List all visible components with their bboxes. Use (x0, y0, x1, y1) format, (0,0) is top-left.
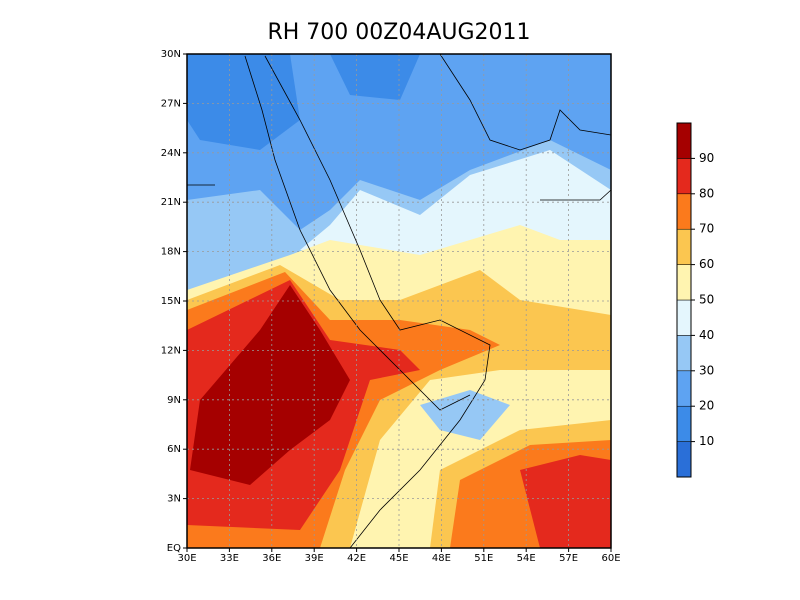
field-region (520, 455, 611, 548)
colorbar-swatch (676, 335, 692, 372)
colorbar-swatch (676, 228, 692, 265)
y-tick-label: 15N (161, 296, 181, 307)
y-tick-label: 24N (161, 148, 181, 159)
y-tick-label: 30N (161, 49, 181, 60)
rh-field (187, 54, 611, 548)
colorbar-label: 20 (699, 399, 714, 413)
x-tick-label: 30E (177, 553, 196, 564)
x-tick-label: 57E (559, 553, 578, 564)
x-tick-label: 39E (305, 553, 324, 564)
colorbar-label: 80 (699, 186, 714, 200)
x-tick-label: 33E (220, 553, 239, 564)
x-tick-label: 54E (517, 553, 536, 564)
colorbar-swatch (676, 158, 692, 195)
colorbar-label: 40 (699, 328, 714, 342)
y-tick-label: EQ (167, 543, 181, 554)
y-tick-label: 27N (161, 98, 181, 109)
x-tick-label: 51E (474, 553, 493, 564)
field-region (190, 285, 350, 485)
x-tick-label: 36E (262, 553, 281, 564)
y-tick-label: 6N (167, 444, 181, 455)
colorbar-swatch (676, 441, 692, 478)
x-tick-label: 42E (347, 553, 366, 564)
colorbar-label: 50 (699, 293, 714, 307)
y-tick-label: 9N (167, 395, 181, 406)
coastline (187, 54, 611, 201)
colorbar-swatch (676, 264, 692, 301)
x-tick-label: 60E (601, 553, 620, 564)
colorbar-label: 60 (699, 257, 714, 271)
colorbar-swatch (676, 370, 692, 407)
field-region (420, 390, 510, 440)
colorbar-swatch (676, 122, 692, 159)
colorbar-label: 70 (699, 222, 714, 236)
y-tick-label: 3N (167, 494, 181, 505)
chart-title: RH 700 00Z04AUG2011 (267, 20, 530, 45)
coastline (264, 55, 491, 548)
y-tick-label: 18N (161, 247, 181, 258)
colorbar-swatch (676, 299, 692, 336)
colorbar-label: 30 (699, 363, 714, 377)
colorbar-label: 90 (699, 151, 714, 165)
coastline (374, 344, 471, 411)
colorbar-swatch (676, 405, 692, 442)
x-tick-label: 45E (389, 553, 408, 564)
y-tick-label: 21N (161, 197, 181, 208)
colorbar-swatch (676, 193, 692, 230)
y-tick-label: 12N (161, 345, 181, 356)
colorbar-label: 10 (699, 434, 714, 448)
x-tick-label: 48E (432, 553, 451, 564)
coastline (244, 55, 376, 346)
field-region (187, 54, 420, 150)
